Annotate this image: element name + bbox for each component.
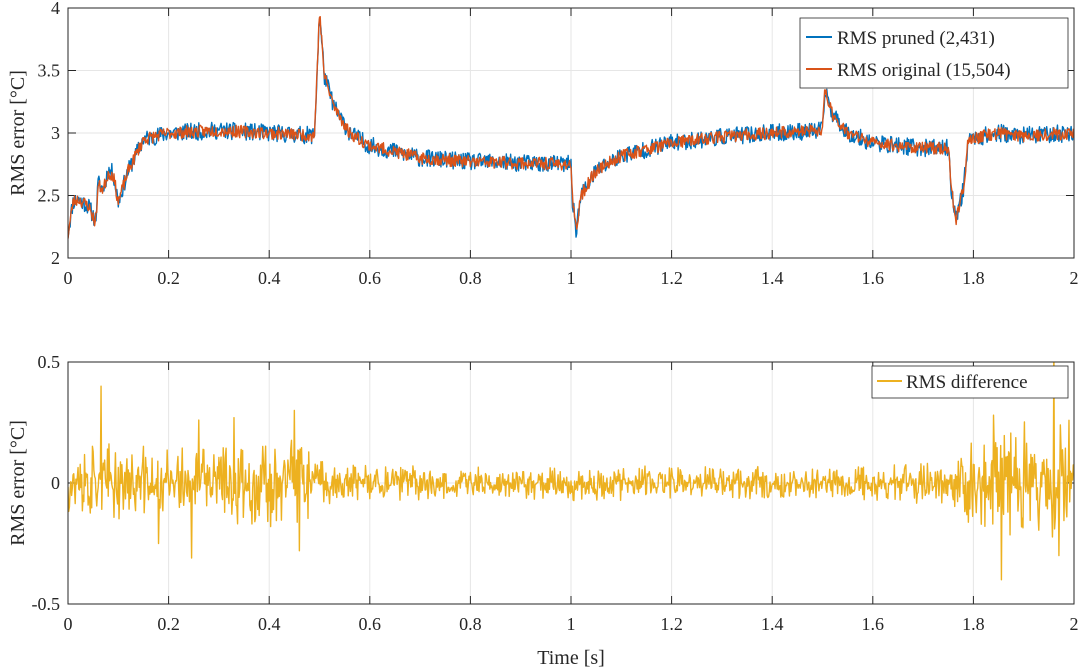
top-x-tick-label: 0 — [64, 268, 73, 288]
bot-x-tick-label: 1.8 — [962, 614, 985, 634]
bot-series-line-difference — [68, 362, 1074, 581]
top-x-tick-label: 0.2 — [157, 268, 180, 288]
bot-x-tick-label: 1.6 — [862, 614, 885, 634]
legend-label-original: RMS original (15,504) — [837, 60, 1011, 81]
bot-y-tick-label: -0.5 — [32, 594, 61, 614]
bottom-x-axis-label: Time [s] — [537, 647, 605, 669]
bot-x-tick-label: 0.4 — [258, 614, 281, 634]
top-x-tick-label: 1.6 — [862, 268, 885, 288]
top-y-tick-label: 3 — [51, 123, 60, 143]
top-legend-box — [799, 17, 1069, 89]
bot-x-tick-label: 0 — [64, 614, 73, 634]
bottom-chart-panel: 0 0.2 0.4 0.6 0.8 1 1.2 1.4 1.6 1.8 2-0.500.5 RMS … — [7, 352, 1079, 669]
bot-x-tick-label: 1 — [567, 614, 576, 634]
bottom-axes-box — [67, 361, 1075, 605]
top-x-tick-label: 1 — [567, 268, 576, 288]
top-y-tick-label: 2.5 — [38, 186, 61, 206]
bot-x-tick-label: 1.4 — [761, 614, 784, 634]
top-x-tick-label: 2 — [1070, 268, 1079, 288]
top-y-tick-label: 4 — [51, 0, 60, 18]
bot-y-tick-label: 0 — [51, 473, 60, 493]
top-x-tick-label: 0.8 — [459, 268, 482, 288]
legend-label-pruned: RMS pruned (2,431) — [837, 28, 995, 49]
legend-label-difference: RMS difference — [906, 372, 1028, 393]
bot-x-tick-label: 0.6 — [359, 614, 382, 634]
top-x-tick-label: 0.4 — [258, 268, 281, 288]
bot-y-tick-label: 0.5 — [38, 352, 61, 372]
bot-x-tick-label: 2 — [1070, 614, 1079, 634]
top-y-tick-label: 3.5 — [38, 61, 61, 81]
top-x-tick-label: 0.6 — [359, 268, 382, 288]
top-series — [68, 15, 1074, 239]
bottom-series — [68, 362, 1074, 581]
bottom-legend: RMS difference — [871, 365, 1069, 399]
bot-x-tick-label: 0.2 — [157, 614, 180, 634]
top-tick-labels: 0 0.2 0.4 0.6 0.8 1 1.2 1.4 1.6 1.8 2 2 2.5 3 3.5 4 — [38, 0, 1079, 288]
top-x-tick-label: 1.4 — [761, 268, 784, 288]
top-y-tick-label: 2 — [51, 248, 60, 268]
top-legend: RMS pruned (2,431) RMS original (15,504) — [799, 17, 1069, 89]
bot-x-tick-label: 1.2 — [660, 614, 683, 634]
top-series-line-original — [68, 15, 1074, 239]
top-x-tick-label: 1.8 — [962, 268, 985, 288]
top-x-tick-label: 1.2 — [660, 268, 683, 288]
bottom-tick-labels: 0 0.2 0.4 0.6 0.8 1 1.2 1.4 1.6 1.8 2-0.500.5 — [32, 352, 1079, 634]
bot-x-tick-label: 0.8 — [459, 614, 482, 634]
top-chart-panel: 0 0.2 0.4 0.6 0.8 1 1.2 1.4 1.6 1.8 2 2 2.5 3 3.5 4 RMS… — [7, 0, 1079, 288]
top-axes-box — [67, 7, 1075, 259]
bottom-legend-box — [871, 365, 1069, 399]
top-y-axis-label: RMS error [°C] — [7, 70, 29, 196]
bottom-y-axis-label: RMS error [°C] — [7, 420, 29, 546]
